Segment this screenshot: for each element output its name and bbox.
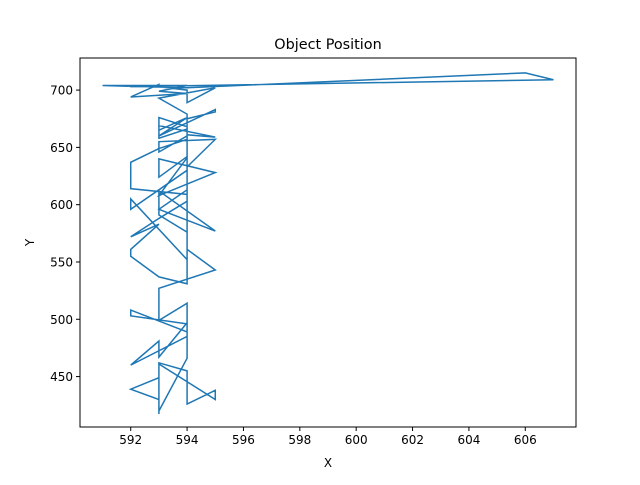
data-series [102,72,554,414]
chart-title: Object Position [274,37,381,53]
series-line [102,72,554,414]
y-tick-label: 600 [50,198,73,212]
x-tick-label: 600 [345,433,368,447]
y-axis-label: Y [23,238,37,247]
x-tick-label: 598 [288,433,311,447]
x-tick-label: 592 [119,433,142,447]
y-tick-label: 550 [50,255,73,269]
x-tick-label: 594 [176,433,199,447]
x-tick-label: 606 [514,433,537,447]
plot-area-frame [79,57,577,428]
x-axis-label: X [324,456,332,470]
y-tick-label: 500 [50,313,73,327]
y-tick-label: 650 [50,141,73,155]
x-tick-label: 604 [457,433,480,447]
y-tick-label: 450 [50,370,73,384]
y-tick-label: 700 [50,84,73,98]
x-tick-label: 596 [232,433,255,447]
x-tick-label: 602 [401,433,424,447]
axis-ticks: 592 594 596 598 600 602 604 606 450 500 550 600 650 7… [50,84,537,447]
